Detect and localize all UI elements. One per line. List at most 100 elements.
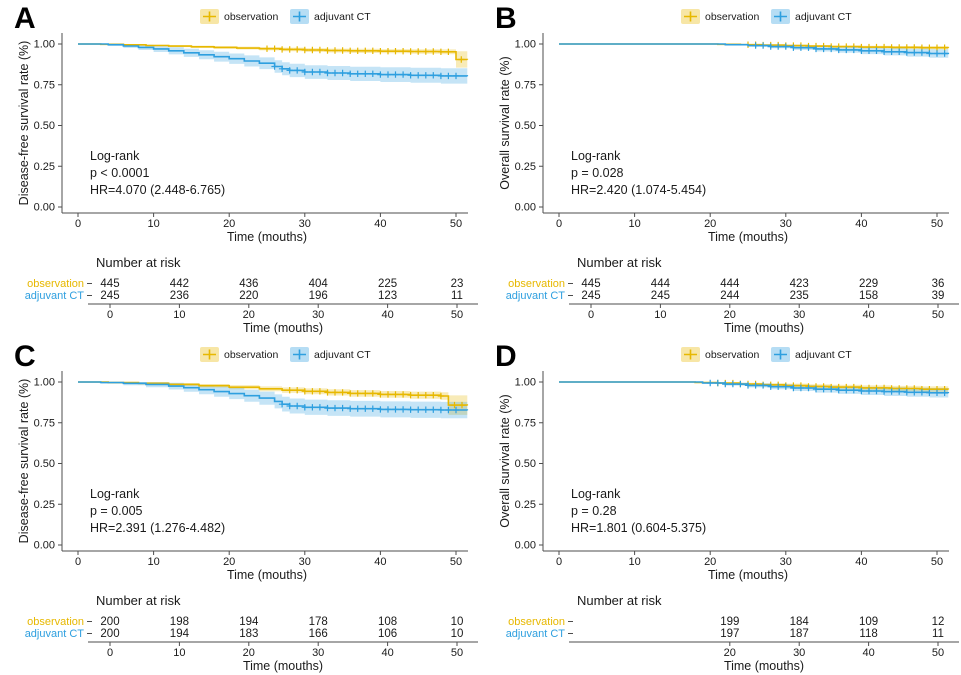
risk-table-title: Number at risk: [96, 593, 181, 608]
risk-x-axis-label: Time (mouths): [724, 659, 804, 673]
risk-value: 444: [720, 278, 740, 290]
risk-value: 442: [170, 278, 189, 290]
y-tick-label: 0.50: [515, 120, 536, 132]
risk-row-label-adjuvant-ct: adjuvant CT: [25, 290, 85, 302]
risk-value: 178: [309, 616, 328, 628]
risk-table: Number at risk observation 199 184 109 12 adju…: [506, 593, 959, 673]
risk-value: 196: [309, 290, 328, 302]
y-axis-label: Overall survival rate (%): [498, 394, 512, 527]
annotation-line: Log-rank: [571, 149, 621, 163]
legend-label: observation: [705, 349, 759, 361]
annotation-line: HR=2.391 (1.276-4.482): [90, 521, 225, 535]
annotation-line: HR=4.070 (2.448-6.765): [90, 183, 225, 197]
risk-row-label-observation: observation: [27, 278, 84, 290]
x-tick-label: 50: [931, 218, 943, 230]
x-tick-label: 0: [75, 218, 81, 230]
ci-band-observation: [78, 382, 468, 416]
risk-x-tick-label: 50: [451, 309, 463, 321]
y-tick-label: 0.25: [34, 499, 55, 511]
risk-value: 245: [581, 290, 600, 302]
legend-label: observation: [224, 11, 278, 23]
panel-label-d: D: [495, 340, 517, 373]
legend-label: adjuvant CT: [795, 349, 852, 361]
annotation-log-rank: Log-rank p = 0.028 HR=2.420 (1.074-5.454): [571, 149, 706, 197]
risk-value: 11: [451, 290, 463, 302]
ci-band-adjuvant-ct: [559, 44, 949, 59]
x-tick-label: 10: [147, 218, 159, 230]
y-tick-label: 0.00: [515, 540, 536, 552]
legend-plus-icon: [203, 349, 216, 360]
risk-value: 423: [790, 278, 809, 290]
legend-plus-icon: [774, 11, 787, 22]
risk-x-tick-label: 10: [654, 309, 666, 321]
risk-value: 229: [859, 278, 878, 290]
x-tick-label: 30: [780, 218, 792, 230]
x-tick-label: 30: [780, 556, 792, 568]
legend-plus-icon: [684, 11, 697, 22]
risk-x-tick-label: 0: [588, 309, 594, 321]
risk-value: 23: [451, 278, 464, 290]
risk-value: 10: [451, 628, 464, 640]
risk-value: 166: [309, 628, 328, 640]
axes: 1.00 0.75 0.50 0.25 0.00 0 10 20 30 40 50 Time (mou…: [17, 33, 468, 244]
risk-value: 10: [451, 616, 464, 628]
x-tick-label: 40: [855, 556, 867, 568]
y-tick-label: 0.50: [34, 120, 55, 132]
risk-value: 108: [378, 616, 397, 628]
risk-value: 36: [932, 278, 945, 290]
axes: 1.00 0.75 0.50 0.25 0.00 0 10 20 30 40 50 Time (mou…: [498, 371, 949, 582]
x-tick-label: 50: [931, 556, 943, 568]
risk-x-axis-label: Time (mouths): [243, 659, 323, 673]
x-axis-label: Time (mouths): [227, 568, 307, 582]
legend-label: adjuvant CT: [795, 11, 852, 23]
x-tick-label: 30: [299, 556, 311, 568]
risk-x-axis-label: Time (mouths): [724, 321, 804, 335]
risk-value: 118: [859, 628, 877, 640]
y-tick-label: 1.00: [34, 377, 55, 389]
risk-value: 183: [239, 628, 258, 640]
risk-value: 184: [790, 616, 810, 628]
x-tick-label: 30: [299, 218, 311, 230]
x-tick-label: 20: [223, 218, 235, 230]
risk-value: 244: [720, 290, 740, 302]
x-tick-label: 20: [223, 556, 235, 568]
x-tick-label: 40: [374, 556, 386, 568]
annotation-log-rank: Log-rank p = 0.28 HR=1.801 (0.604-5.375): [571, 487, 706, 535]
panel-label-a: A: [14, 2, 36, 35]
y-tick-label: 0.25: [515, 161, 536, 173]
annotation-line: Log-rank: [90, 149, 140, 163]
annotation-line: p < 0.0001: [90, 166, 149, 180]
annotation-log-rank: Log-rank p = 0.005 HR=2.391 (1.276-4.482): [90, 487, 225, 535]
y-tick-label: 1.00: [34, 39, 55, 51]
panel-D: observation adjuvant CT1.000.750.500.250.…: [498, 347, 959, 673]
x-tick-label: 40: [374, 218, 386, 230]
panel-label-b: B: [495, 2, 517, 35]
legend-label: adjuvant CT: [314, 349, 371, 361]
annotation-line: p = 0.005: [90, 504, 143, 518]
annotation-line: p = 0.28: [571, 504, 617, 518]
x-tick-label: 0: [556, 556, 562, 568]
censor-marks-observation: [286, 387, 466, 409]
risk-x-axis-label: Time (mouths): [243, 321, 323, 335]
legend: observation adjuvant CT: [200, 9, 371, 24]
annotation-line: HR=1.801 (0.604-5.375): [571, 521, 706, 535]
risk-x-tick-label: 20: [243, 309, 255, 321]
risk-x-tick-label: 30: [793, 309, 805, 321]
legend-plus-icon: [774, 349, 787, 360]
x-tick-label: 0: [556, 218, 562, 230]
axes: 1.00 0.75 0.50 0.25 0.00 0 10 20 30 40 50 Time (mou…: [17, 371, 468, 582]
y-tick-label: 1.00: [515, 39, 536, 51]
risk-x-tick-label: 10: [173, 647, 185, 659]
risk-value: 445: [581, 278, 600, 290]
x-tick-label: 40: [855, 218, 867, 230]
panel-label-c: C: [14, 340, 36, 373]
annotation-line: Log-rank: [571, 487, 621, 501]
annotation-log-rank: Log-rank p < 0.0001 HR=4.070 (2.448-6.765): [90, 149, 225, 197]
risk-row-label-adjuvant-ct: adjuvant CT: [25, 628, 85, 640]
risk-value: 436: [239, 278, 258, 290]
risk-value: 106: [378, 628, 397, 640]
y-tick-label: 0.75: [515, 417, 536, 429]
y-tick-label: 0.00: [515, 202, 536, 214]
